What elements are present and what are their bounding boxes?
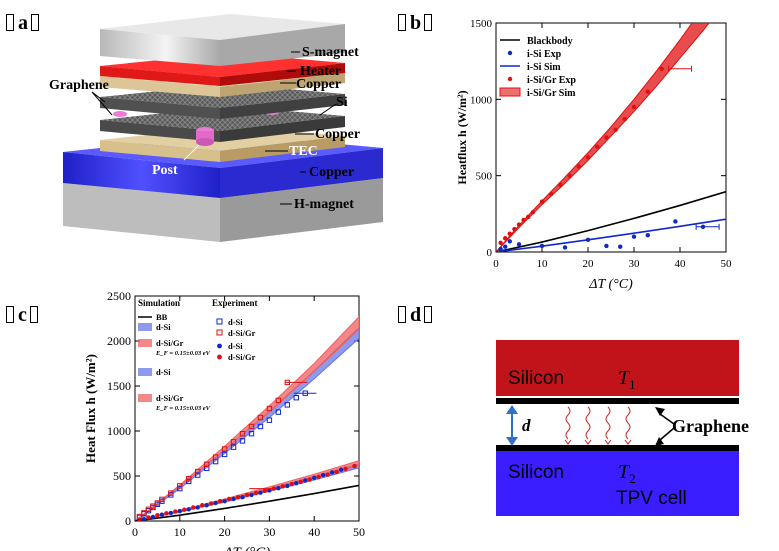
- device-schematic: Silicon T1 Silicon T2 TPV cell d Graphen…: [0, 0, 779, 551]
- graphene-label: Graphene: [672, 416, 749, 436]
- top-block-material: Silicon: [508, 368, 564, 389]
- gap-arrow: [506, 405, 518, 446]
- gap-label: d: [522, 416, 531, 435]
- top-graphene-sheet: [496, 398, 739, 404]
- bottom-block-material: Silicon: [508, 462, 564, 483]
- tpv-cell-label: TPV cell: [616, 488, 687, 509]
- bottom-graphene-sheet: [496, 445, 739, 451]
- radiation-waves: [565, 407, 631, 444]
